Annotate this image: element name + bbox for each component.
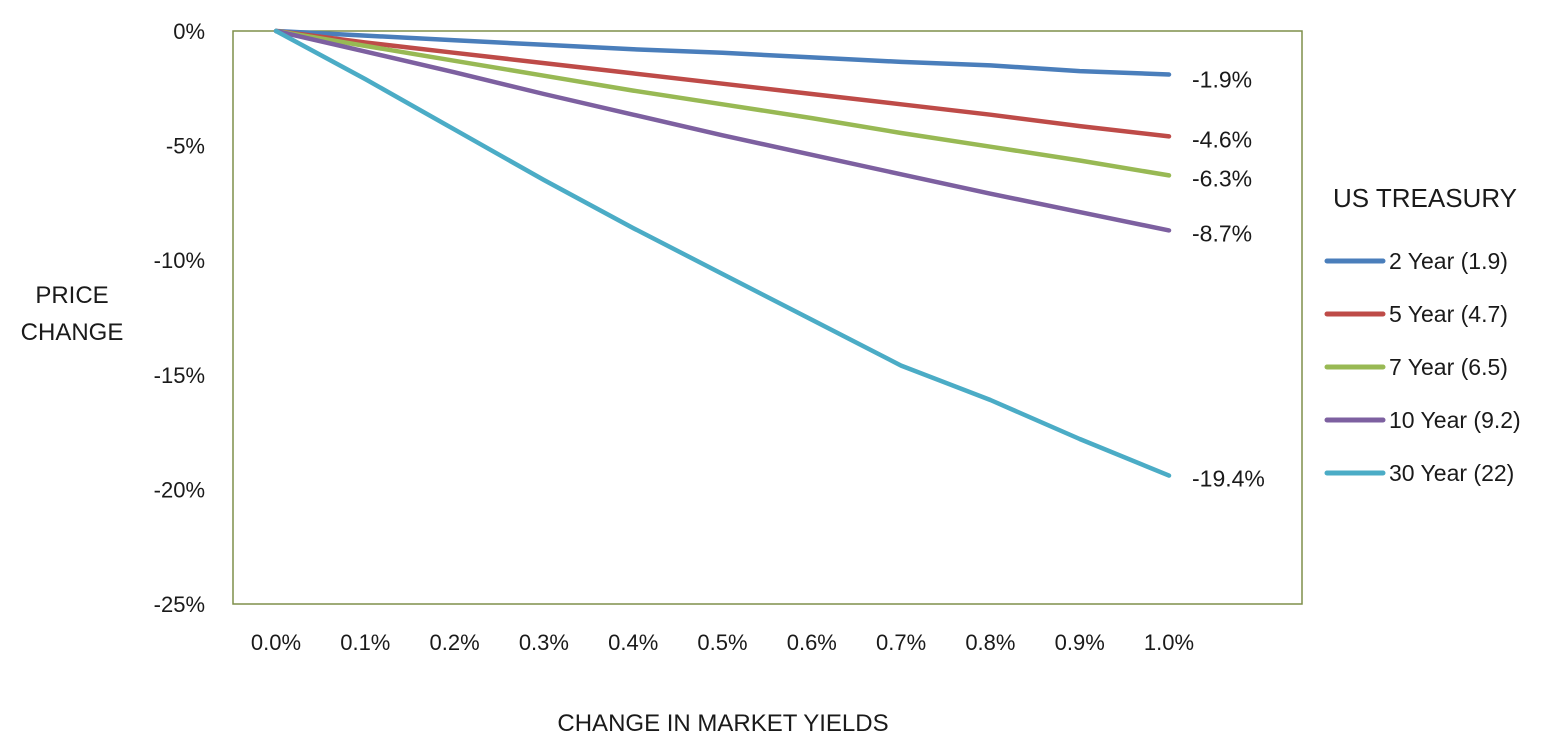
legend-entry-label: 10 Year (9.2) (1389, 407, 1521, 433)
y-tick-label: -5% (166, 134, 205, 159)
x-axis-title: CHANGE IN MARKET YIELDS (557, 710, 888, 737)
x-tick-label: 0.4% (608, 630, 658, 655)
y-tick-label: -20% (154, 477, 205, 502)
legend-entry-label: 7 Year (6.5) (1389, 354, 1508, 380)
x-tick-label: 0.7% (876, 630, 926, 655)
series-end-label: -19.4% (1192, 466, 1265, 492)
series-lines (273, 28, 1172, 478)
y-axis-tick-labels: 0% -5% -10% -15% -20% -25% (154, 19, 205, 617)
x-tick-label: 0.9% (1055, 630, 1105, 655)
series-end-label: -6.3% (1192, 165, 1252, 191)
series-line (273, 28, 1172, 139)
series-line (273, 28, 1172, 478)
plot-area-frame (232, 30, 1303, 605)
legend-entry-label: 2 Year (1.9) (1389, 248, 1508, 274)
series-end-labels: -1.9% -4.6% -6.3% -8.7% -19.4% (1192, 67, 1265, 492)
y-tick-label: -15% (154, 363, 205, 388)
x-tick-label: 0.1% (340, 630, 390, 655)
legend-entry-label: 5 Year (4.7) (1389, 301, 1508, 327)
x-axis-tick-labels: 0.0% 0.1% 0.2% 0.3% 0.4% 0.5% 0.6% 0.7% 0.8% 0.9%… (251, 630, 1194, 655)
y-axis-title-line-2: CHANGE (21, 319, 124, 346)
series-end-label: -8.7% (1192, 220, 1252, 246)
series-line (273, 28, 1172, 77)
series-end-label: -1.9% (1192, 67, 1252, 93)
x-tick-label: 0.5% (697, 630, 747, 655)
x-tick-label: 1.0% (1144, 630, 1194, 655)
x-tick-label: 0.3% (519, 630, 569, 655)
legend-entry-label: 30 Year (22) (1389, 460, 1514, 486)
x-tick-label: 0.6% (787, 630, 837, 655)
legend-title: US TREASURY (1333, 183, 1517, 213)
y-tick-label: -25% (154, 592, 205, 617)
y-tick-label: 0% (173, 19, 205, 44)
series-end-label: -4.6% (1192, 126, 1252, 152)
y-axis-title-line-1: PRICE (35, 282, 108, 309)
y-tick-label: -10% (154, 248, 205, 273)
series-line (273, 28, 1172, 233)
x-tick-label: 0.8% (965, 630, 1015, 655)
x-tick-label: 0.2% (430, 630, 480, 655)
legend: US TREASURY 2 Year (1.9) 5 Year (4.7) 7 Ye… (1324, 183, 1521, 486)
series-line (273, 28, 1172, 178)
x-tick-label: 0.0% (251, 630, 301, 655)
